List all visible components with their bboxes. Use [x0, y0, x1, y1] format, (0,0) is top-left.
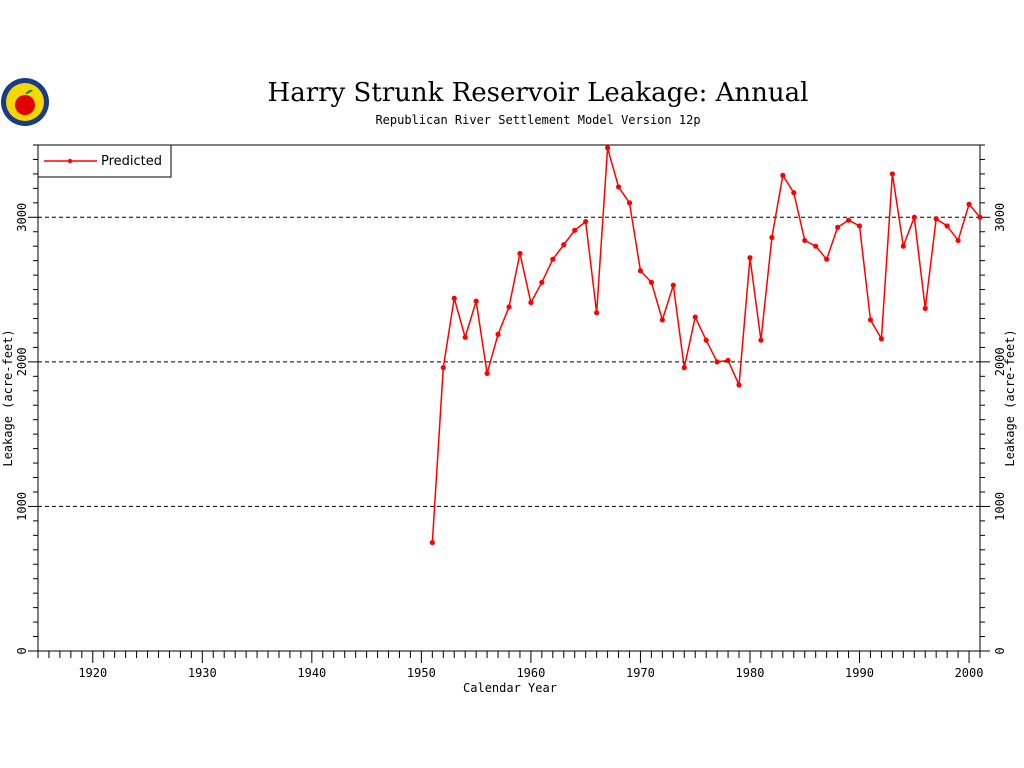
data-point-1988 — [835, 224, 841, 231]
axis-ticks — [28, 144, 990, 663]
data-point-1982 — [769, 234, 775, 241]
data-point-1963 — [561, 242, 567, 248]
y-tick-label-right: 2000 — [993, 347, 1007, 376]
x-tick-label: 1960 — [516, 666, 545, 680]
data-point-1994 — [900, 243, 906, 249]
plot-frame — [37, 144, 981, 652]
data-point-1986 — [813, 243, 819, 249]
x-tick-label: 1920 — [78, 666, 107, 680]
data-point-1998 — [944, 223, 950, 229]
y-tick-label-right: 1000 — [993, 492, 1007, 521]
data-point-1970 — [637, 268, 644, 274]
data-point-1962 — [550, 256, 556, 262]
data-point-1995 — [911, 214, 917, 220]
data-point-1975 — [692, 314, 698, 320]
data-point-1971 — [648, 279, 654, 285]
data-point-1965 — [583, 219, 589, 225]
gridlines — [38, 216, 980, 507]
data-point-1978 — [725, 357, 731, 364]
x-tick-label: 1940 — [297, 666, 326, 680]
data-point-1953 — [451, 295, 457, 301]
data-point-1980 — [747, 255, 753, 261]
y-tick-labels: 0 0 1000 1000 2000 2000 3000 3000 — [15, 203, 1007, 655]
data-point-1996 — [922, 305, 928, 311]
data-point-1951 — [429, 539, 435, 546]
logo-apple-icon — [1, 78, 49, 126]
data-point-1992 — [878, 336, 885, 342]
x-tick-labels: 1920 1930 1940 1950 1960 1970 1980 1990 2000 — [78, 666, 983, 680]
x-tick-label: 1990 — [845, 666, 874, 680]
y-tick-label-left: 1000 — [15, 492, 29, 521]
series-predicted — [429, 145, 983, 546]
y-axis-label-right: Leakage (acre-feet) — [1003, 329, 1017, 466]
data-point-1952 — [440, 365, 446, 371]
data-point-1964 — [572, 227, 578, 233]
data-point-1960 — [528, 299, 534, 306]
data-point-1974 — [681, 365, 687, 371]
x-tick-label: 1950 — [407, 666, 436, 680]
data-point-1968 — [615, 184, 622, 190]
data-point-1958 — [506, 304, 512, 310]
data-point-1999 — [955, 237, 961, 244]
chart-subtitle: Republican River Settlement Model Versio… — [375, 113, 700, 127]
data-point-1959 — [517, 250, 523, 257]
y-tick-label-right: 0 — [993, 647, 1007, 654]
data-point-1961 — [539, 279, 545, 285]
data-point-2001 — [977, 214, 983, 220]
data-point-1983 — [780, 172, 786, 178]
data-point-1972 — [659, 317, 665, 323]
x-tick-label: 1980 — [736, 666, 765, 680]
data-point-2000 — [966, 201, 972, 207]
data-point-1957 — [495, 331, 501, 337]
data-point-1990 — [856, 223, 863, 229]
data-point-1966 — [594, 310, 600, 316]
chart-title: Harry Strunk Reservoir Leakage: Annual — [268, 78, 809, 108]
series-line-predicted — [431, 147, 981, 543]
data-point-1956 — [484, 370, 490, 377]
data-point-1991 — [867, 317, 874, 323]
data-point-1997 — [933, 216, 939, 222]
y-tick-label-left: 0 — [15, 647, 29, 654]
data-point-1989 — [845, 217, 852, 223]
data-point-1967 — [604, 145, 611, 151]
data-point-1969 — [626, 200, 633, 206]
data-point-1955 — [473, 298, 479, 304]
data-point-1987 — [824, 256, 830, 262]
y-tick-label-left: 2000 — [15, 347, 29, 376]
data-point-1984 — [791, 190, 797, 196]
data-point-1981 — [758, 337, 764, 343]
x-tick-label: 1970 — [626, 666, 655, 680]
data-point-1973 — [670, 282, 676, 288]
y-axis-label-left: Leakage (acre-feet) — [1, 329, 15, 466]
legend-label-predicted: Predicted — [101, 154, 162, 169]
y-tick-label-left: 3000 — [15, 203, 29, 232]
x-axis-label: Calendar Year — [463, 681, 557, 695]
data-point-1985 — [802, 237, 808, 244]
data-point-1979 — [736, 382, 742, 388]
y-tick-label-right: 3000 — [993, 203, 1007, 232]
data-point-1976 — [703, 337, 709, 343]
x-tick-label: 2000 — [955, 666, 984, 680]
data-point-1993 — [889, 171, 895, 177]
data-point-1954 — [462, 334, 468, 340]
x-tick-label: 1930 — [188, 666, 217, 680]
legend: Predicted — [37, 144, 172, 178]
data-point-1977 — [714, 359, 720, 365]
